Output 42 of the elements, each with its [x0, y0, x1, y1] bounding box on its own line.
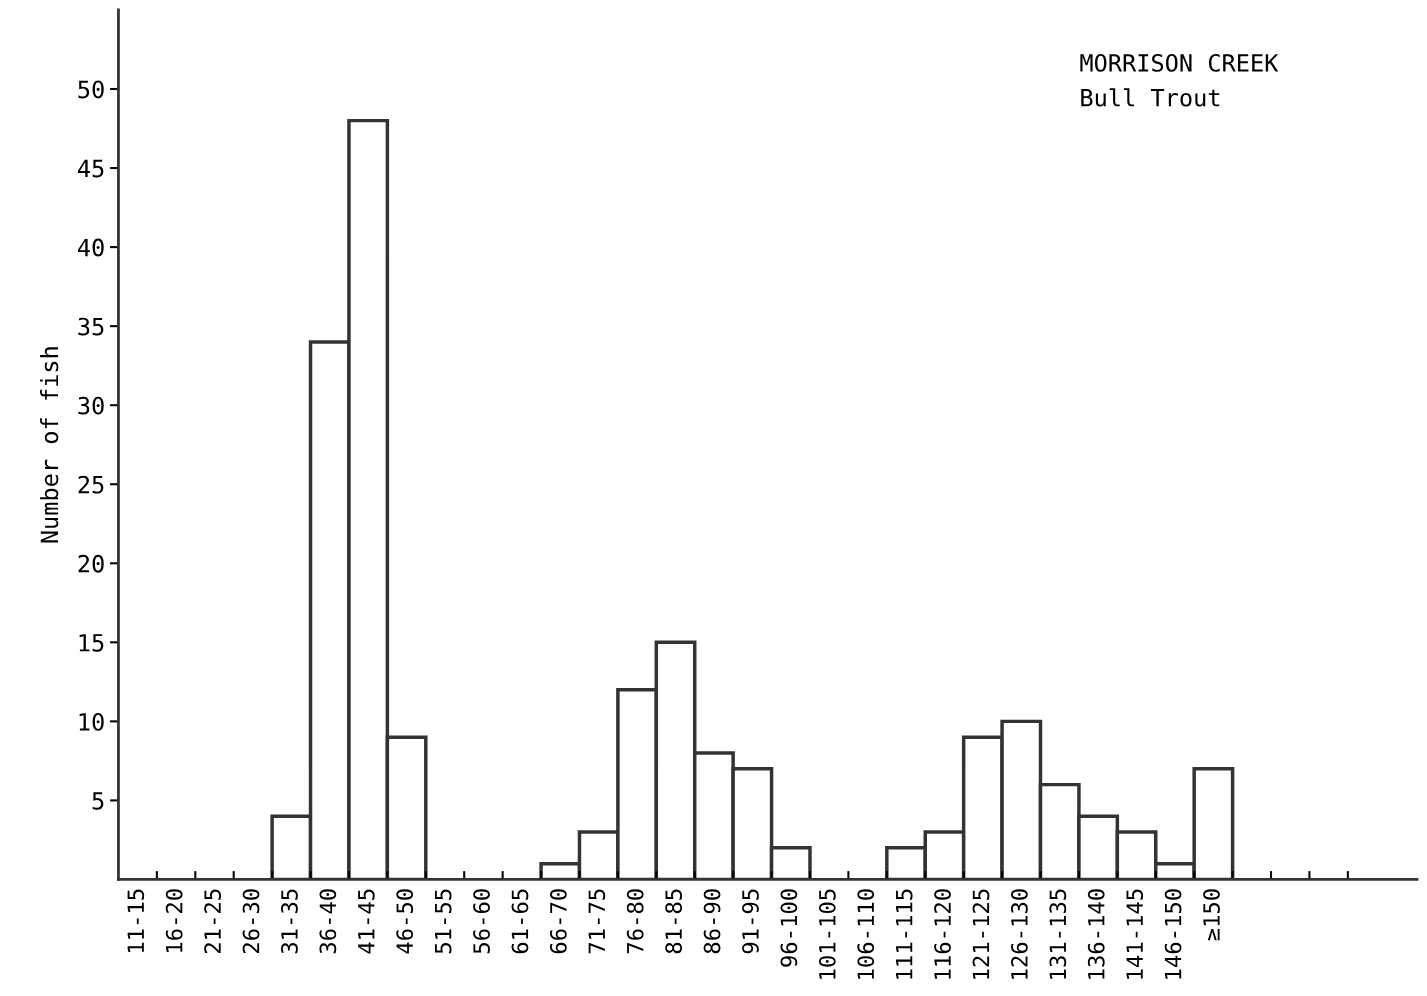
x-tick-label: 126-130	[1010, 889, 1028, 979]
x-tick-label: 96-100	[780, 889, 798, 967]
x-tick-label: 31-35	[281, 889, 298, 954]
x-tick-label: 121-125	[972, 889, 990, 979]
x-tick-label: 101-105	[818, 889, 836, 979]
x-tick-label: 36-40	[319, 889, 337, 954]
x-tick-label: 16-20	[165, 889, 183, 953]
y-tick-label: 15	[79, 634, 104, 652]
x-tick-label: 116-120	[934, 889, 951, 979]
x-tick-label: 11-15	[127, 889, 145, 953]
x-tick-label: 131-135	[1049, 889, 1067, 979]
x-tick-label: 26-30	[242, 889, 260, 954]
x-tick-label: 111-115	[896, 889, 913, 979]
x-tick-label: 71-75	[588, 889, 606, 954]
x-tick-label: 66-70	[549, 889, 567, 954]
x-tick-label: 56-60	[473, 889, 490, 954]
x-tick-label: 21-25	[204, 889, 221, 954]
y-tick-label: 30	[78, 396, 104, 415]
y-tick-label: 50	[78, 80, 104, 99]
y-tick-label: 20	[78, 554, 104, 573]
x-tick-label: 86-90	[703, 889, 721, 954]
x-tick-label: 81-85	[665, 889, 683, 954]
x-tick-label: 76-80	[626, 889, 644, 954]
y-tick-label: 45	[77, 159, 104, 178]
x-tick-label: 61-65	[511, 889, 529, 954]
x-tick-label: 91-95	[742, 889, 759, 954]
x-tick-label: ≥150	[1203, 889, 1220, 941]
annotation: Bull Trout	[1081, 88, 1220, 107]
x-tick-label: 41-45	[358, 889, 375, 954]
annotation: MORRISON CREEK	[1080, 53, 1279, 72]
y-axis-title: Number of fish	[40, 347, 59, 543]
y-tick-label: 40	[77, 238, 104, 257]
y-tick-label: 10	[79, 712, 104, 731]
x-tick-label: 46-50	[396, 889, 414, 954]
x-tick-label: 51-55	[434, 889, 452, 954]
x-tick-label: 141-145	[1126, 889, 1144, 979]
y-tick-label: 5	[92, 792, 104, 810]
x-tick-label: 146-150	[1164, 889, 1182, 979]
y-tick-label: 35	[78, 317, 104, 336]
x-tick-label: 136-140	[1087, 889, 1105, 979]
y-tick-label: 25	[78, 475, 104, 494]
x-tick-label: 106-110	[857, 889, 875, 979]
